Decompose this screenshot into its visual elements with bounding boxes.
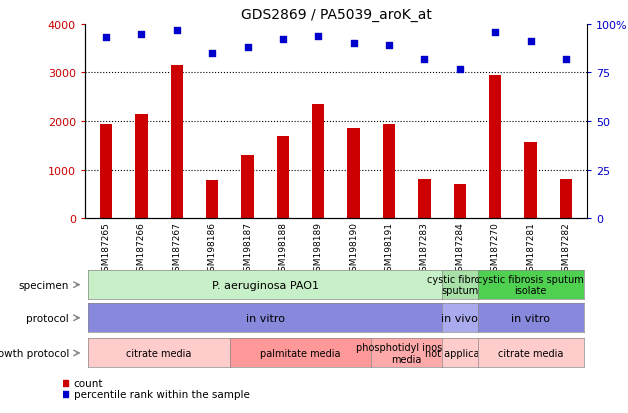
Bar [347,129,360,219]
Point [313,33,323,40]
Bar [171,66,183,219]
Point [136,31,146,38]
Text: citrate media: citrate media [498,348,563,358]
Bar [418,179,431,219]
Point [101,35,111,42]
Bar [100,124,112,219]
Bar [560,179,572,219]
Point [384,43,394,50]
Bar [241,156,254,219]
Point [490,29,501,36]
Bar [453,185,466,219]
Text: citrate media: citrate media [126,348,192,358]
Text: palmitate media: palmitate media [261,348,341,358]
Text: in vitro: in vitro [246,313,284,323]
Text: cystic fibrosis sputum
isolate: cystic fibrosis sputum isolate [477,274,584,296]
Bar [277,136,289,219]
Bar [206,180,219,219]
Text: specimen: specimen [19,280,69,290]
Text: protocol: protocol [26,313,69,323]
Point [561,57,571,63]
Point [349,41,359,47]
Bar [312,105,325,219]
Text: phosphotidyl inositol
media: phosphotidyl inositol media [356,342,457,364]
Text: P. aeruginosa PAO1: P. aeruginosa PAO1 [212,280,319,290]
Text: growth protocol: growth protocol [0,348,69,358]
Text: cystic fibrosis
sputum: cystic fibrosis sputum [426,274,493,296]
Point [526,39,536,45]
Point [242,45,252,51]
Point [420,57,430,63]
Bar [524,142,537,219]
Point [278,37,288,44]
Bar [383,124,395,219]
Text: percentile rank within the sample: percentile rank within the sample [74,389,250,399]
Title: GDS2869 / PA5039_aroK_at: GDS2869 / PA5039_aroK_at [241,8,431,22]
Text: count: count [74,378,103,388]
Text: in vivo: in vivo [441,313,479,323]
Text: in vitro: in vitro [511,313,550,323]
Point [207,50,217,57]
Point [455,66,465,73]
Point [171,27,181,34]
Bar [489,76,501,219]
Text: not applicable: not applicable [425,348,495,358]
Bar [135,114,148,219]
